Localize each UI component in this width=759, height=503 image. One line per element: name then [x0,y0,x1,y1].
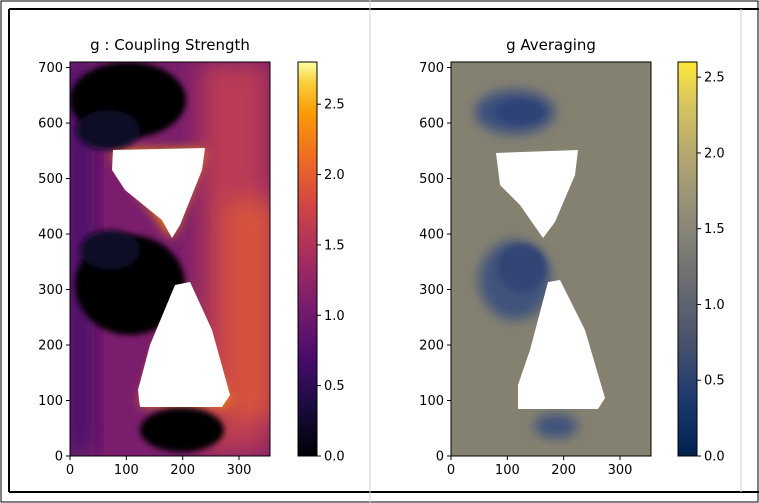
right-cbtick-label: 2.0 [704,146,725,161]
right-ytick-label: 700 [419,61,444,76]
right-ytick-label: 100 [419,394,444,409]
right-ytick-label: 400 [419,228,444,243]
left-cbtick-label: 0.5 [324,379,345,394]
left-ytick-label: 0 [55,450,63,465]
right-y-axis: 0 100 200 300 400 500 600 700 [419,61,451,465]
right-ytick-label: 0 [436,450,444,465]
right-heatmap [451,62,651,456]
left-y-axis: 0 100 200 300 400 500 600 700 [38,61,70,465]
right-xtick-label: 200 [551,463,576,478]
left-ytick-label: 700 [38,61,63,76]
left-cbtick-label: 1.5 [324,238,345,253]
left-ytick-label: 300 [38,283,63,298]
right-axes-box [450,61,652,457]
left-xtick-label: 100 [114,463,139,478]
right-x-axis: 0 100 200 300 [447,456,633,478]
right-cbtick-label: 1.5 [704,222,725,237]
left-cbtick-label: 0.0 [324,450,345,465]
left-x-axis: 0 100 200 300 [66,456,252,478]
right-colorbar-ticks: 0.0 0.5 1.0 1.5 2.0 2.5 [697,71,725,465]
right-cbtick-label: 0.0 [704,450,725,465]
left-title: g : Coupling Strength [90,36,250,54]
left-ytick-label: 200 [38,339,63,354]
right-title: g Averaging [506,36,596,54]
left-cbtick-label: 1.0 [324,309,345,324]
left-ytick-label: 600 [38,117,63,132]
right-ytick-label: 200 [419,339,444,354]
right-ytick-label: 500 [419,172,444,187]
right-ytick-label: 300 [419,283,444,298]
left-xtick-label: 0 [66,463,74,478]
right-colorbar [677,61,698,457]
left-ytick-label: 100 [38,394,63,409]
left-ytick-label: 500 [38,172,63,187]
left-heatmap [70,62,270,456]
right-cbtick-label: 2.5 [704,71,725,86]
left-xtick-label: 200 [170,463,195,478]
right-cbtick-label: 1.0 [704,298,725,313]
left-cbtick-label: 2.5 [324,98,345,113]
right-cbtick-label: 0.5 [704,374,725,389]
right-xtick-label: 0 [447,463,455,478]
left-colorbar-ticks: 0.0 0.5 1.0 1.5 2.0 2.5 [317,98,345,465]
right-xtick-label: 300 [608,463,633,478]
left-colorbar [297,61,318,457]
left-xtick-label: 300 [227,463,252,478]
right-ytick-label: 600 [419,117,444,132]
right-xtick-label: 100 [495,463,520,478]
left-cbtick-label: 2.0 [324,168,345,183]
left-axes-box [69,61,271,457]
left-ytick-label: 400 [38,228,63,243]
